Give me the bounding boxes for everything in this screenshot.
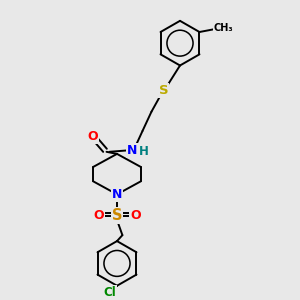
Text: H: H <box>139 145 149 158</box>
Text: N: N <box>127 144 137 157</box>
Text: O: O <box>88 130 98 143</box>
Text: S: S <box>159 84 168 97</box>
Text: CH₃: CH₃ <box>214 23 233 33</box>
Text: Cl: Cl <box>103 286 116 299</box>
Text: O: O <box>93 209 104 222</box>
Text: N: N <box>112 188 122 201</box>
Text: O: O <box>130 209 141 222</box>
Text: S: S <box>112 208 122 223</box>
